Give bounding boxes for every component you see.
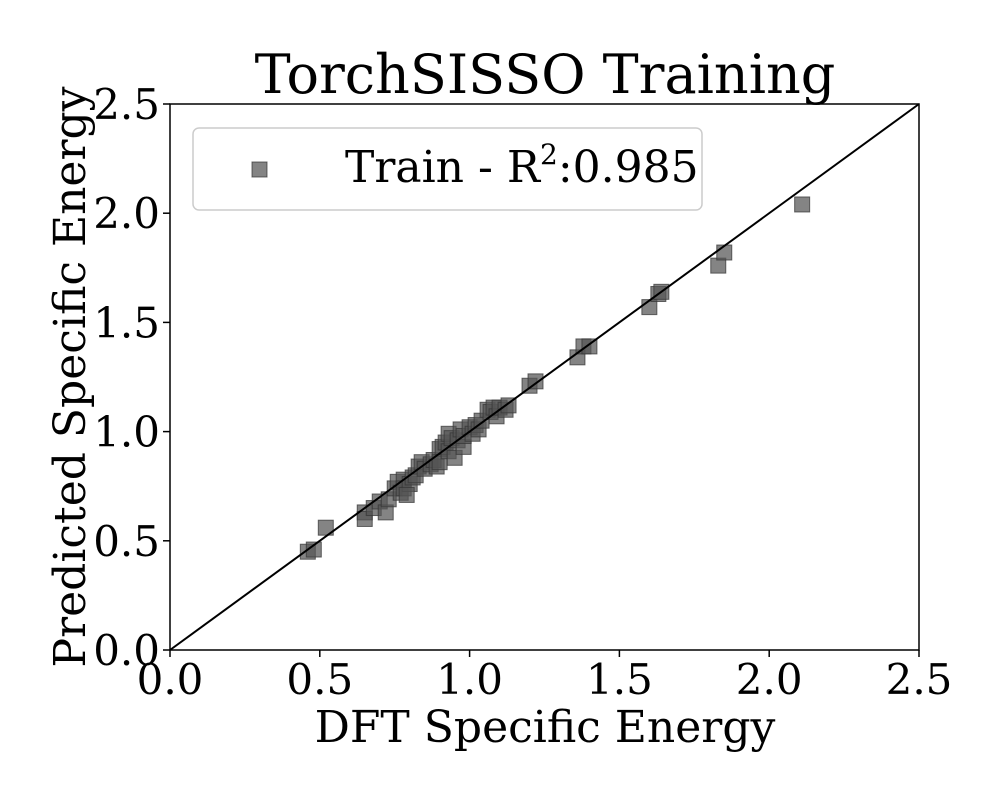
y-tick-label: 0.5 bbox=[93, 517, 160, 566]
legend-box bbox=[192, 127, 703, 211]
legend-label: Train - R2:0.985 bbox=[345, 138, 699, 193]
legend-marker bbox=[251, 161, 268, 178]
y-tick-label: 2.0 bbox=[93, 189, 160, 238]
axis-ticks: 0.0 0.5 1.0 1.5 2.0 2.5 0.0 0.5 1.0 1.5 2.0 2.5 bbox=[93, 80, 952, 704]
identity-line bbox=[169, 103, 920, 651]
chart-title: TorchSISSO Training bbox=[255, 43, 836, 106]
x-tick-label: 0.5 bbox=[286, 655, 353, 704]
plot-frame bbox=[169, 103, 920, 651]
legend-label-suffix: :0.985 bbox=[558, 142, 699, 193]
x-axis-label: DFT Specific Energy bbox=[315, 702, 776, 753]
x-tick-label: 1.5 bbox=[586, 655, 653, 704]
y-tick-label: 0.0 bbox=[93, 626, 160, 675]
data-point bbox=[716, 244, 733, 261]
x-tick-label: 2.0 bbox=[736, 655, 803, 704]
data-point bbox=[794, 196, 811, 213]
x-tick-label: 0.0 bbox=[137, 655, 204, 704]
y-tick-label: 1.0 bbox=[93, 408, 160, 457]
x-tick-label: 2.5 bbox=[886, 655, 953, 704]
legend: Train - R2:0.985 bbox=[192, 127, 703, 211]
y-tick-label: 1.5 bbox=[93, 298, 160, 347]
y-tick-label: 2.5 bbox=[93, 80, 160, 129]
y-axis-label: Predicted Specific Energy bbox=[45, 86, 96, 667]
legend-label-prefix: Train - R bbox=[345, 142, 542, 193]
data-point bbox=[398, 486, 415, 503]
x-tick-label: 1.0 bbox=[436, 655, 503, 704]
legend-label-superscript: 2 bbox=[540, 138, 558, 171]
